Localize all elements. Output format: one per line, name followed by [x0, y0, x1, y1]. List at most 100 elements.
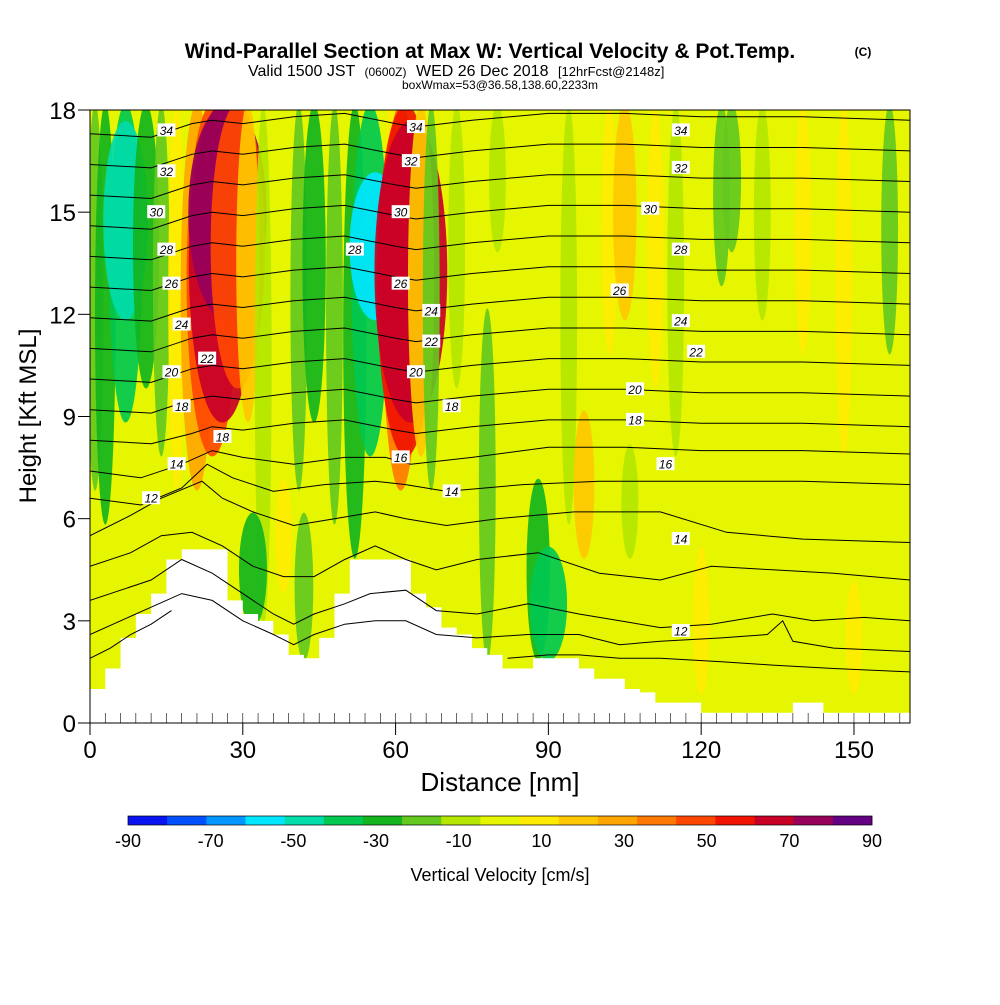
theta-label-bg — [142, 491, 161, 505]
theta-label: 22 — [688, 345, 703, 359]
theta-label-bg — [162, 365, 181, 379]
y-tick-label: 0 — [63, 711, 76, 738]
y-axis-label: Height [Kft MSL] — [15, 329, 42, 504]
theta-label: 26 — [612, 284, 627, 298]
y-tick-label: 3 — [63, 609, 76, 636]
theta-contours — [90, 112, 910, 673]
colorbar-tick-label: -10 — [446, 831, 472, 851]
colorbar-swatch — [558, 816, 599, 825]
theta-contour — [90, 143, 910, 169]
theta-contour — [90, 531, 910, 581]
x-tick-label: 60 — [382, 737, 409, 764]
velocity-band — [722, 110, 742, 253]
colorbar-swatch — [323, 816, 364, 825]
theta-label: 16 — [659, 458, 673, 472]
theta-label: 24 — [673, 315, 688, 329]
theta-label-bg — [671, 160, 690, 174]
theta-label: 34 — [674, 124, 688, 138]
chart-title-mark: (C) — [855, 45, 872, 59]
velocity-band — [667, 110, 685, 457]
theta-label: 14 — [674, 533, 688, 547]
velocity-band — [275, 478, 292, 593]
velocity-field — [90, 110, 899, 695]
y-tick-label: 12 — [49, 302, 76, 329]
colorbar-swatch — [245, 816, 285, 825]
theta-label: 12 — [144, 492, 158, 506]
theta-label: 18 — [175, 400, 189, 414]
theta-label-bg — [610, 283, 629, 297]
subtitle-utc: (0600Z) — [364, 65, 406, 79]
theta-contour — [90, 358, 910, 383]
theta-label: 18 — [216, 430, 230, 444]
theta-label-bg — [345, 242, 364, 256]
theta-label-bg — [671, 624, 690, 638]
theta-contour — [90, 480, 910, 543]
theta-contour — [90, 463, 910, 506]
velocity-band — [613, 110, 637, 321]
colorbar-tick-label: 30 — [614, 831, 634, 851]
velocity-band — [236, 110, 260, 423]
theta-label: 28 — [347, 243, 362, 257]
theta-label-bg — [687, 344, 706, 358]
theta-label: 30 — [394, 206, 408, 220]
colorbar-swatch — [597, 816, 638, 825]
velocity-band — [560, 110, 578, 525]
colorbar-swatch — [832, 816, 873, 825]
colorbar-swatch — [284, 816, 325, 825]
theta-contour-labels: 34 32 30 28 26 24 22 20 18 18 14 12 34 32 30 28 26 24 22 20… — [142, 120, 706, 639]
colorbar-swatch — [128, 816, 168, 825]
theta-contour — [507, 654, 910, 673]
x-tick-label: 30 — [229, 737, 256, 764]
theta-contour — [90, 558, 910, 629]
velocity-band — [692, 546, 710, 695]
velocity-band — [794, 110, 812, 355]
theta-label-bg — [172, 399, 191, 413]
colorbar-swatch — [480, 816, 520, 825]
theta-label-bg — [406, 365, 425, 379]
theta-contour — [90, 112, 910, 138]
theta-label-bg — [147, 205, 166, 219]
y-tick-label: 6 — [63, 507, 76, 534]
velocity-band — [168, 110, 185, 491]
velocity-band — [881, 110, 899, 355]
theta-label: 24 — [424, 304, 439, 318]
theta-label: 28 — [159, 243, 174, 257]
velocity-band — [448, 110, 466, 389]
theta-label: 14 — [445, 485, 459, 499]
velocity-band — [646, 110, 664, 389]
y-tick-label: 9 — [63, 405, 76, 432]
theta-label: 24 — [174, 318, 189, 332]
theta-label: 18 — [445, 400, 459, 414]
theta-label-bg — [157, 123, 176, 137]
velocity-band — [132, 110, 160, 389]
theta-label-bg — [213, 429, 232, 443]
x-tick-label: 0 — [83, 737, 96, 764]
theta-contour — [90, 388, 910, 414]
theta-label: 26 — [164, 277, 179, 291]
theta-label: 18 — [628, 413, 642, 427]
theta-label-bg — [157, 242, 176, 256]
velocity-band — [254, 110, 272, 627]
plot-area: 34 32 30 28 26 24 22 20 18 18 14 12 34 32 30 28 26 24 22 20… — [90, 110, 910, 723]
colorbar-swatch — [676, 816, 716, 825]
velocity-band — [573, 410, 595, 559]
theta-label-bg — [157, 164, 176, 178]
velocity-band — [835, 110, 853, 457]
theta-label-bg — [671, 123, 690, 137]
x-tick-label: 120 — [681, 737, 721, 764]
velocity-band — [478, 308, 496, 661]
theta-label: 32 — [674, 161, 688, 175]
theta-label: 30 — [644, 202, 658, 216]
axes: 0 30 60 90 120 150 0 3 6 9 12 15 18 — [49, 98, 874, 764]
theta-label: 20 — [627, 383, 642, 397]
subtitle-date: WED 26 Dec 2018 — [416, 63, 549, 80]
theta-label: 20 — [164, 366, 179, 380]
theta-contour — [90, 296, 910, 322]
theta-contour — [90, 446, 910, 479]
subtitle-valid: Valid 1500 JST — [248, 63, 356, 80]
theta-label: 16 — [394, 451, 408, 465]
theta-contour — [90, 419, 910, 445]
velocity-band — [302, 110, 326, 423]
